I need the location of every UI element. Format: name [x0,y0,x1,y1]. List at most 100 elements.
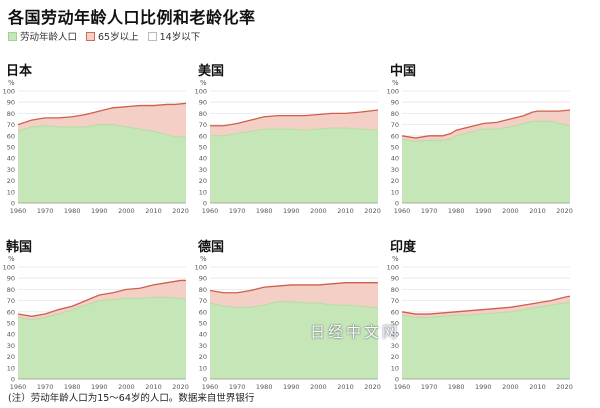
y-tick-label: 30 [7,342,15,350]
y-tick-label: 80 [391,286,399,294]
y-tick-label: 30 [391,166,399,174]
x-tick-label: 1960 [394,383,411,391]
x-tick-label: 2020 [556,207,573,215]
line-working-germany [209,301,378,308]
x-tick-label: 1970 [421,383,438,391]
y-unit-label: % [392,79,399,87]
chart-germany: 德国% 0 10 20 30 40 50 60 70 80 90 100 1960 1970 1980 199… [195,239,381,391]
y-tick-label: 50 [7,144,15,152]
y-unit-label: % [200,79,207,87]
x-tick-label: 2020 [364,207,381,215]
x-tick-label: 2000 [118,383,135,391]
x-tick-label: 1990 [283,383,300,391]
legend-item-working: 劳动年龄人口 [8,29,77,43]
footnote: (注）劳动年龄人口为15～64岁的人口。数据来自世界银行 [8,393,255,404]
y-tick-label: 0 [395,376,399,384]
y-tick-label: 30 [7,166,15,174]
x-tick-label: 2000 [310,207,327,215]
y-tick-label: 10 [7,188,15,196]
chart-title-usa: 美国 [198,63,224,79]
y-tick-label: 70 [199,121,207,129]
y-tick-label: 20 [7,177,15,185]
y-tick-label: 80 [199,286,207,294]
line-elderly-germany [209,282,378,294]
y-tick-label: 20 [391,177,399,185]
x-tick-label: 2010 [529,207,546,215]
line-elderly-usa [210,109,379,127]
chart-title-india: 印度 [390,239,417,255]
x-tick-label: 2000 [310,383,327,391]
y-tick-label: 0 [203,200,207,208]
x-tick-label: 1970 [229,383,246,391]
y-tick-label: 70 [391,121,399,129]
y-tick-label: 90 [199,275,207,283]
y-tick-label: 20 [199,177,207,185]
y-unit-label: % [8,79,15,87]
y-tick-label: 80 [7,286,15,294]
chart-usa: 美国% 0 10 20 30 40 50 60 70 80 90 100 1960 1970 1980 199… [195,63,381,215]
y-tick-label: 60 [7,132,15,140]
x-tick-label: 1970 [229,207,246,215]
x-tick-label: 1980 [256,207,273,215]
chart-title-germany: 德国 [198,239,224,255]
y-tick-label: 40 [391,155,399,163]
x-tick-label: 1980 [64,383,81,391]
y-tick-label: 60 [7,308,15,316]
chart-japan: 日本% 0 10 20 30 40 50 60 70 80 90 100 1960 1970 1980 199… [3,63,189,215]
x-tick-label: 2020 [172,207,189,215]
y-tick-label: 90 [199,99,207,107]
legend-swatch-working [8,31,17,41]
y-tick-label: 10 [391,364,399,372]
x-tick-label: 2010 [529,383,546,391]
y-tick-label: 10 [199,364,207,372]
y-tick-label: 100 [3,264,15,272]
x-tick-label: 1970 [37,207,54,215]
y-tick-label: 90 [391,99,399,107]
x-tick-label: 1980 [256,383,273,391]
y-tick-label: 100 [195,88,207,96]
x-tick-label: 1960 [202,383,219,391]
line-elderly-india [401,295,571,315]
x-tick-label: 2010 [145,207,162,215]
page-title: 各国劳动年龄人口比例和老龄化率 [8,8,256,27]
x-tick-label: 2000 [502,383,519,391]
line-working-usa [210,127,379,137]
legend-label-elderly: 65岁以上 [98,32,139,43]
line-elderly-china [401,109,571,139]
area-working-japan [18,124,186,203]
y-tick-label: 0 [11,376,15,384]
legend-label-working: 劳动年龄人口 [20,32,78,43]
y-tick-label: 30 [199,342,207,350]
y-tick-label: 100 [195,264,207,272]
chart-title-korea: 韩国 [6,239,32,255]
y-tick-label: 90 [7,99,15,107]
x-tick-label: 1980 [448,207,465,215]
x-tick-label: 1960 [10,207,27,215]
chart-china: 中国% 0 10 20 30 40 50 60 70 80 90 100 1960 1970 1980 199… [387,63,573,215]
y-tick-label: 70 [7,121,15,129]
y-tick-label: 70 [7,297,15,305]
x-tick-label: 1990 [475,207,492,215]
line-working-china [401,120,571,142]
x-tick-label: 1980 [64,207,81,215]
y-tick-label: 30 [199,166,207,174]
area-working-usa [210,127,378,203]
y-tick-label: 0 [203,376,207,384]
chart-title-china: 中国 [390,63,416,79]
y-tick-label: 50 [391,320,399,328]
chart-title-japan: 日本 [6,63,32,79]
y-tick-label: 100 [387,88,399,96]
area-working-china [402,121,570,203]
y-tick-label: 20 [199,353,207,361]
legend-label-children: 14岁以下 [159,32,201,43]
area-working-germany [210,301,378,379]
x-tick-label: 1990 [91,383,108,391]
x-tick-label: 2020 [556,383,573,391]
y-unit-label: % [8,255,15,263]
line-working-india [401,302,570,318]
y-tick-label: 10 [7,364,15,372]
y-tick-label: 10 [199,188,207,196]
x-tick-label: 2010 [145,383,162,391]
y-tick-label: 70 [199,297,207,305]
